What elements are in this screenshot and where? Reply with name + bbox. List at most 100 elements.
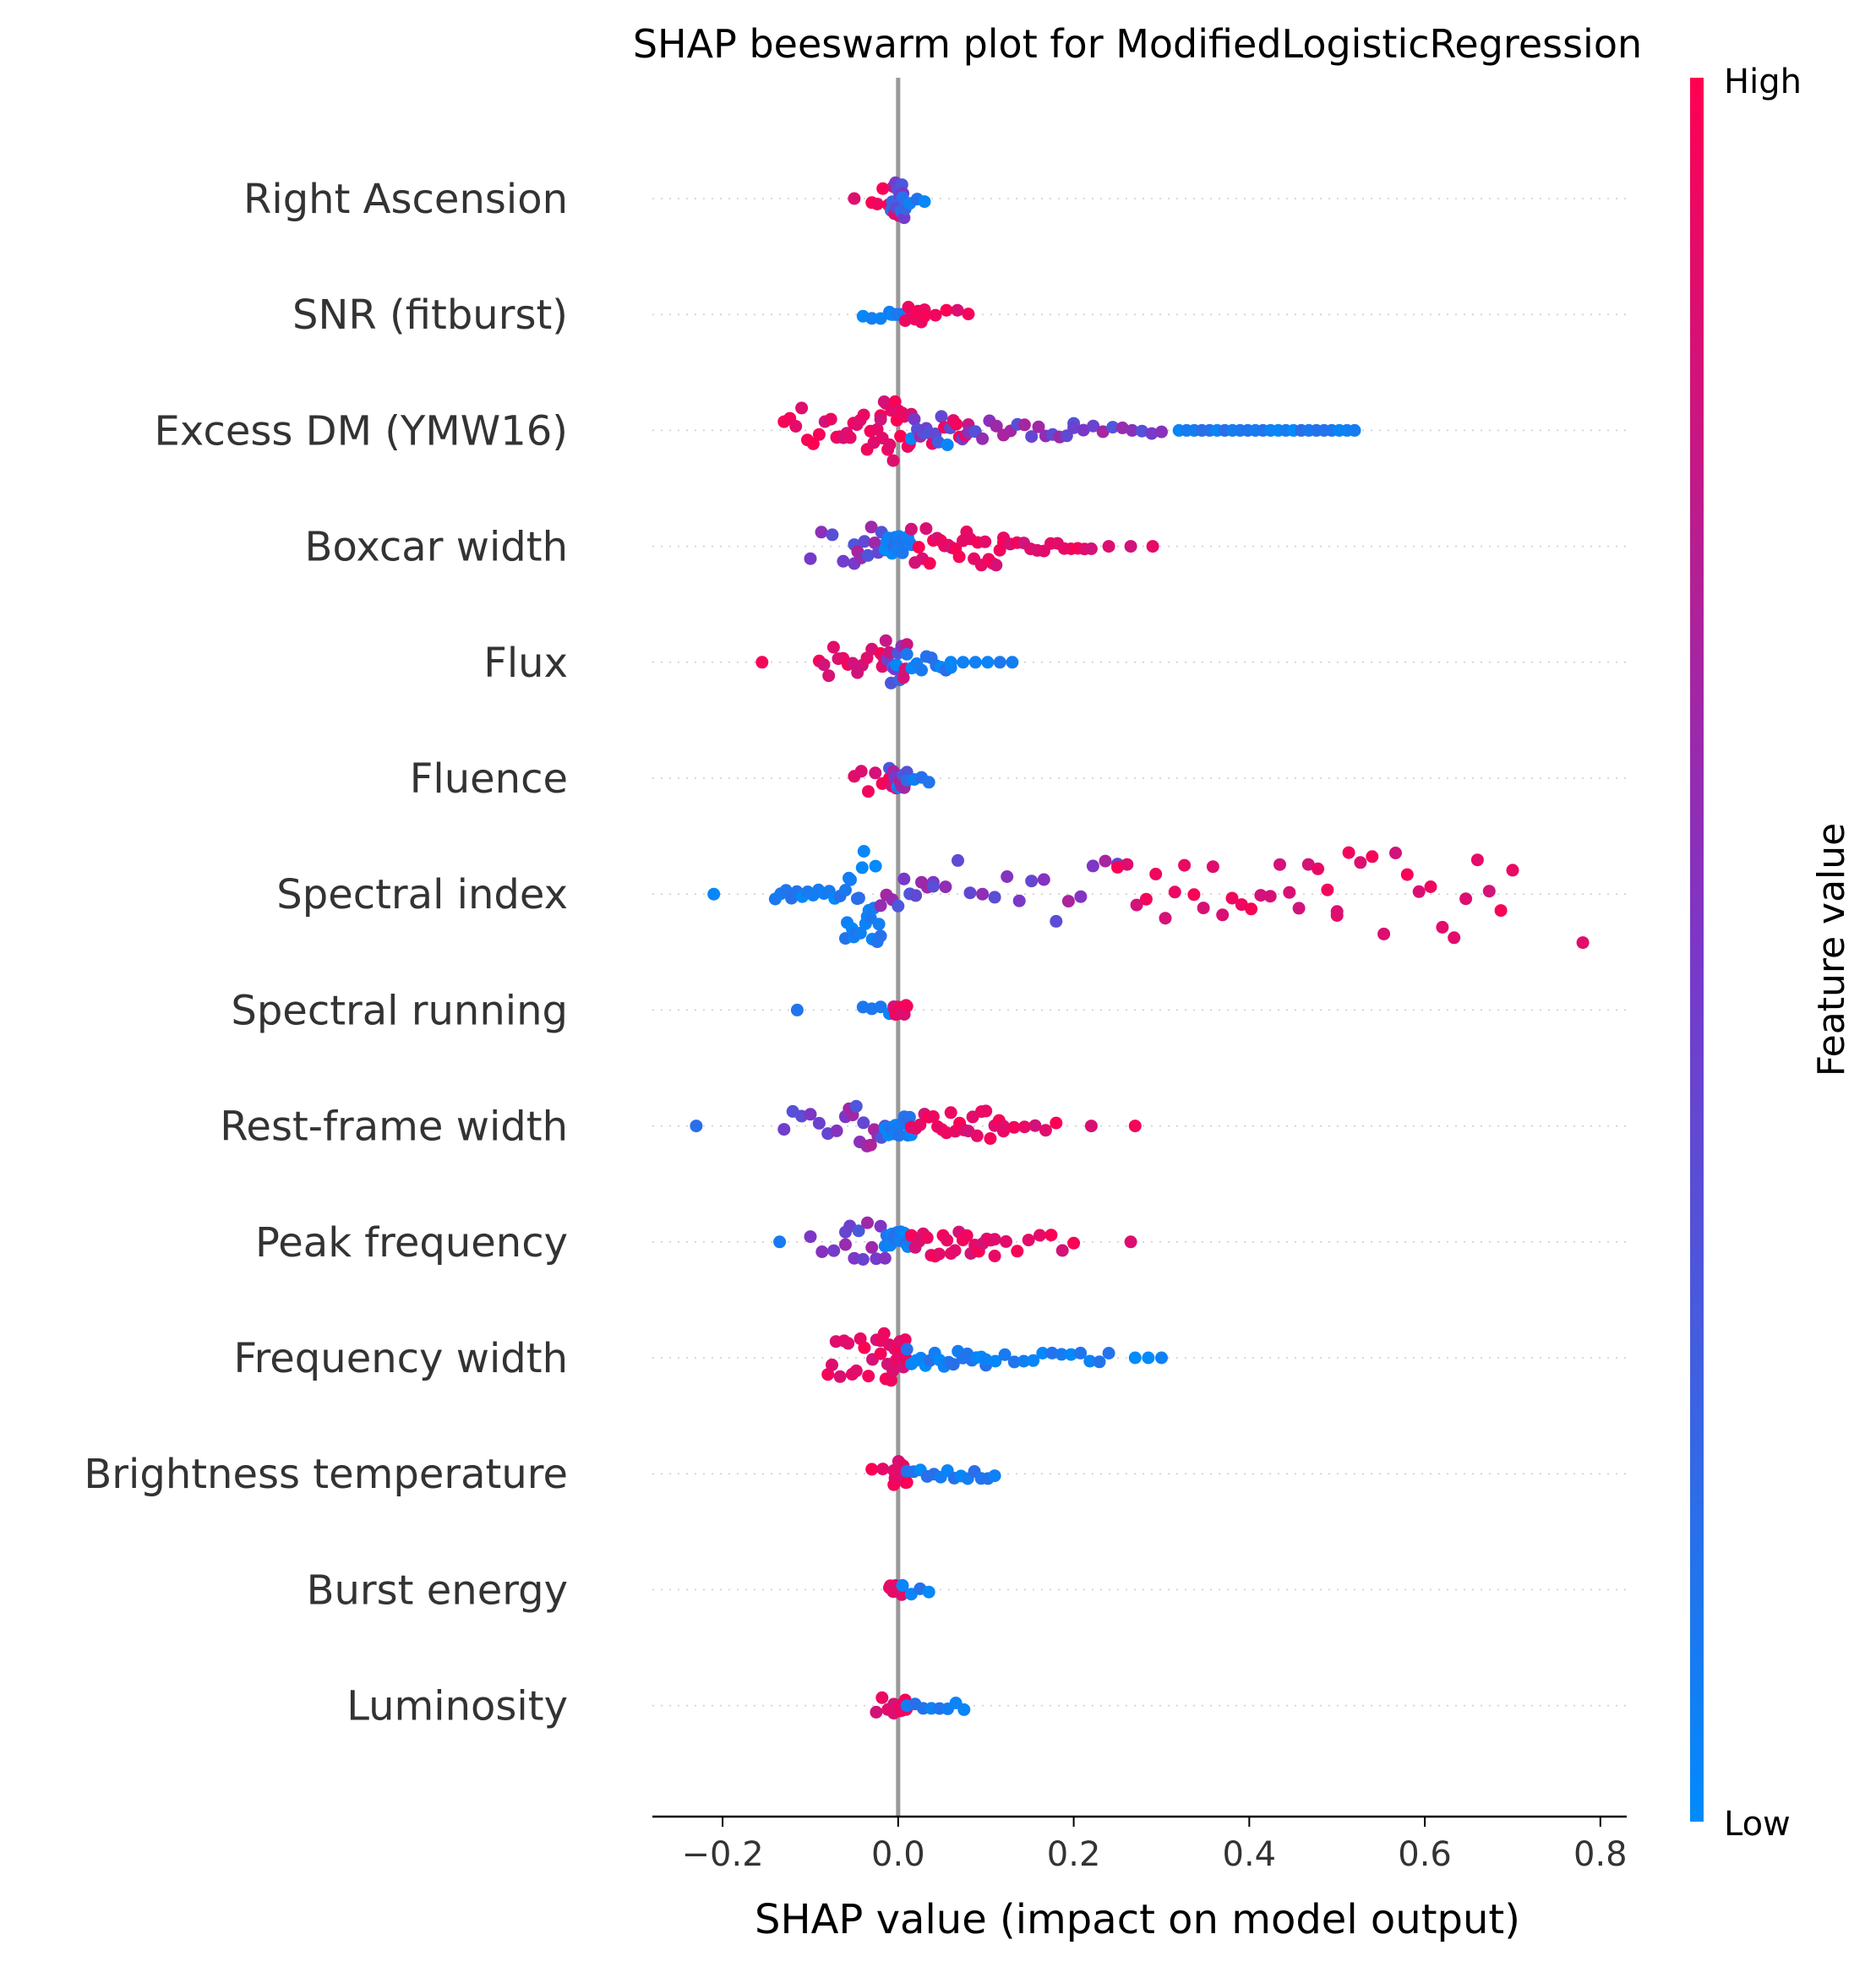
- shap-point: [1124, 540, 1137, 553]
- shap-point: [1036, 1347, 1050, 1359]
- shap-point: [874, 412, 887, 426]
- shap-point: [876, 1463, 890, 1476]
- shap-point: [1096, 425, 1110, 439]
- shap-point: [1050, 914, 1063, 928]
- shap-point: [1017, 1120, 1031, 1134]
- shap-point: [1067, 421, 1081, 434]
- shap-point: [874, 899, 887, 913]
- shap-point: [837, 554, 850, 568]
- shap-point: [777, 1123, 791, 1136]
- shap-point: [1017, 1354, 1030, 1368]
- shap-point: [804, 552, 817, 565]
- shap-point: [1102, 540, 1115, 553]
- shap-point: [773, 1235, 787, 1249]
- shap-point: [853, 926, 867, 940]
- shap-point: [984, 1132, 997, 1145]
- shap-point: [806, 437, 820, 450]
- shap-point: [855, 861, 869, 875]
- shap-point: [998, 1348, 1012, 1361]
- shap-point: [826, 528, 839, 542]
- shap-point: [856, 1253, 870, 1266]
- shap-point: [1037, 873, 1050, 886]
- shap-point: [1007, 1120, 1021, 1134]
- shap-point: [1017, 418, 1031, 432]
- shap-point: [1007, 1355, 1021, 1369]
- shap-point: [1093, 1355, 1106, 1369]
- shap-point: [993, 656, 1006, 669]
- shap-point: [923, 557, 936, 570]
- shap-point: [940, 303, 953, 317]
- shap-point: [1482, 885, 1496, 898]
- shap-point: [858, 535, 871, 548]
- shap-point: [790, 1003, 804, 1016]
- shap-point: [1111, 860, 1124, 874]
- shap-point: [815, 526, 828, 539]
- shap-point: [1045, 1346, 1059, 1359]
- shap-point: [919, 522, 933, 536]
- shap-point: [952, 853, 964, 867]
- shap-point: [804, 1230, 817, 1244]
- shap-point: [1342, 846, 1355, 859]
- shap-point: [857, 408, 870, 422]
- shap-point: [922, 776, 935, 789]
- shap-point: [909, 889, 923, 902]
- shap-point: [1146, 540, 1159, 553]
- shap-point: [1292, 902, 1306, 915]
- shap-point: [1225, 891, 1239, 905]
- shap-point: [868, 537, 881, 549]
- shap-point: [846, 657, 859, 670]
- shap-point: [939, 880, 952, 894]
- shap-point: [1064, 1348, 1077, 1361]
- shap-point: [1126, 423, 1139, 437]
- shap-point: [821, 1368, 835, 1381]
- shap-point: [957, 656, 970, 669]
- shap-point: [869, 766, 882, 780]
- shap-point: [874, 929, 887, 943]
- shap-point: [886, 454, 900, 467]
- feature-label: Brightness temperature: [84, 1451, 568, 1498]
- shap-point: [957, 1703, 971, 1716]
- shap-point: [815, 1245, 829, 1258]
- shap-point: [981, 656, 995, 669]
- shap-point: [1084, 1120, 1098, 1133]
- shap-point: [1178, 858, 1192, 872]
- shap-point: [1448, 931, 1461, 945]
- shap-point: [944, 1106, 957, 1120]
- shap-point: [1074, 1346, 1088, 1359]
- shap-point: [1245, 902, 1258, 916]
- shap-point: [822, 669, 836, 683]
- shap-point: [1083, 1354, 1097, 1368]
- shap-point: [827, 1244, 841, 1257]
- x-tick-label: 0.0: [871, 1835, 925, 1874]
- shap-point: [997, 1120, 1010, 1133]
- shap-point: [1348, 423, 1361, 437]
- shap-point: [876, 182, 890, 195]
- shap-point: [979, 1353, 993, 1366]
- shap-point: [1033, 1229, 1046, 1242]
- shap-point: [824, 412, 837, 426]
- shap-point: [1032, 420, 1045, 433]
- shap-point: [1301, 858, 1315, 871]
- shap-point: [979, 535, 992, 548]
- shap-point: [1130, 898, 1143, 912]
- shap-point: [968, 656, 982, 669]
- shap-point: [839, 1238, 852, 1251]
- shap-point: [935, 410, 948, 423]
- shap-point: [877, 1327, 891, 1340]
- points-layer: [690, 176, 1590, 1720]
- shap-point: [789, 420, 803, 433]
- shap-point: [864, 1138, 877, 1152]
- x-tick-label: 0.4: [1223, 1835, 1277, 1874]
- shap-point: [1142, 1351, 1155, 1365]
- shap-point: [849, 1099, 863, 1113]
- shap-point: [886, 1364, 900, 1377]
- shap-point: [852, 891, 865, 905]
- shap-point: [849, 1364, 863, 1377]
- shap-point: [903, 1110, 916, 1124]
- shap-point: [1039, 1124, 1052, 1137]
- feature-label: Peak frequency: [255, 1219, 568, 1267]
- shap-point: [861, 1216, 874, 1229]
- feature-label: Spectral running: [231, 987, 568, 1034]
- shap-point: [865, 1463, 879, 1476]
